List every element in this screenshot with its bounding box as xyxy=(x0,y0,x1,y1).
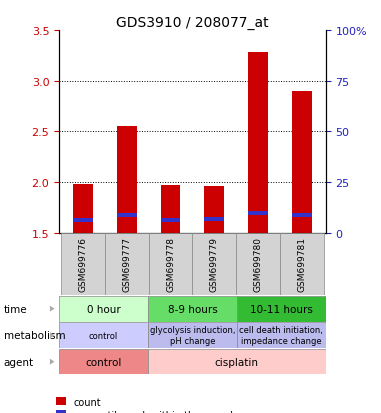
Text: GSM699781: GSM699781 xyxy=(297,237,306,292)
Text: 10-11 hours: 10-11 hours xyxy=(250,304,313,314)
Bar xyxy=(61,233,105,295)
Bar xyxy=(292,213,312,217)
Text: GSM699779: GSM699779 xyxy=(210,237,219,292)
Text: control: control xyxy=(85,357,122,367)
Text: metabolism: metabolism xyxy=(4,330,66,340)
Bar xyxy=(59,349,148,375)
Bar xyxy=(73,218,93,222)
Bar xyxy=(248,53,268,233)
Text: cisplatin: cisplatin xyxy=(215,357,259,367)
Text: time: time xyxy=(4,304,27,314)
Bar xyxy=(248,211,268,215)
Bar xyxy=(59,323,148,348)
Bar xyxy=(292,92,312,233)
Bar xyxy=(148,296,237,322)
Bar xyxy=(205,217,224,221)
Bar xyxy=(149,233,192,295)
Bar xyxy=(237,296,326,322)
Bar xyxy=(148,323,237,348)
Bar xyxy=(192,233,236,295)
Legend: count, percentile rank within the sample: count, percentile rank within the sample xyxy=(56,397,239,413)
Text: cell death initiation,
impedance change: cell death initiation, impedance change xyxy=(239,326,323,345)
Text: GSM699780: GSM699780 xyxy=(253,237,263,292)
Text: 8-9 hours: 8-9 hours xyxy=(168,304,217,314)
Bar xyxy=(105,233,149,295)
Bar xyxy=(237,323,326,348)
Bar xyxy=(117,127,137,233)
Text: GSM699776: GSM699776 xyxy=(78,237,88,292)
Text: agent: agent xyxy=(4,357,34,367)
Bar xyxy=(161,218,180,222)
Bar xyxy=(148,349,326,375)
Bar xyxy=(73,185,93,233)
Title: GDS3910 / 208077_at: GDS3910 / 208077_at xyxy=(116,16,269,30)
Text: GSM699777: GSM699777 xyxy=(122,237,131,292)
Text: 0 hour: 0 hour xyxy=(86,304,120,314)
Bar xyxy=(205,187,224,233)
Bar xyxy=(236,233,280,295)
Text: glycolysis induction,
pH change: glycolysis induction, pH change xyxy=(150,326,235,345)
Bar xyxy=(59,296,148,322)
Text: GSM699778: GSM699778 xyxy=(166,237,175,292)
Bar xyxy=(280,233,323,295)
Bar xyxy=(117,213,137,217)
Bar xyxy=(161,186,180,233)
Text: control: control xyxy=(89,331,118,340)
